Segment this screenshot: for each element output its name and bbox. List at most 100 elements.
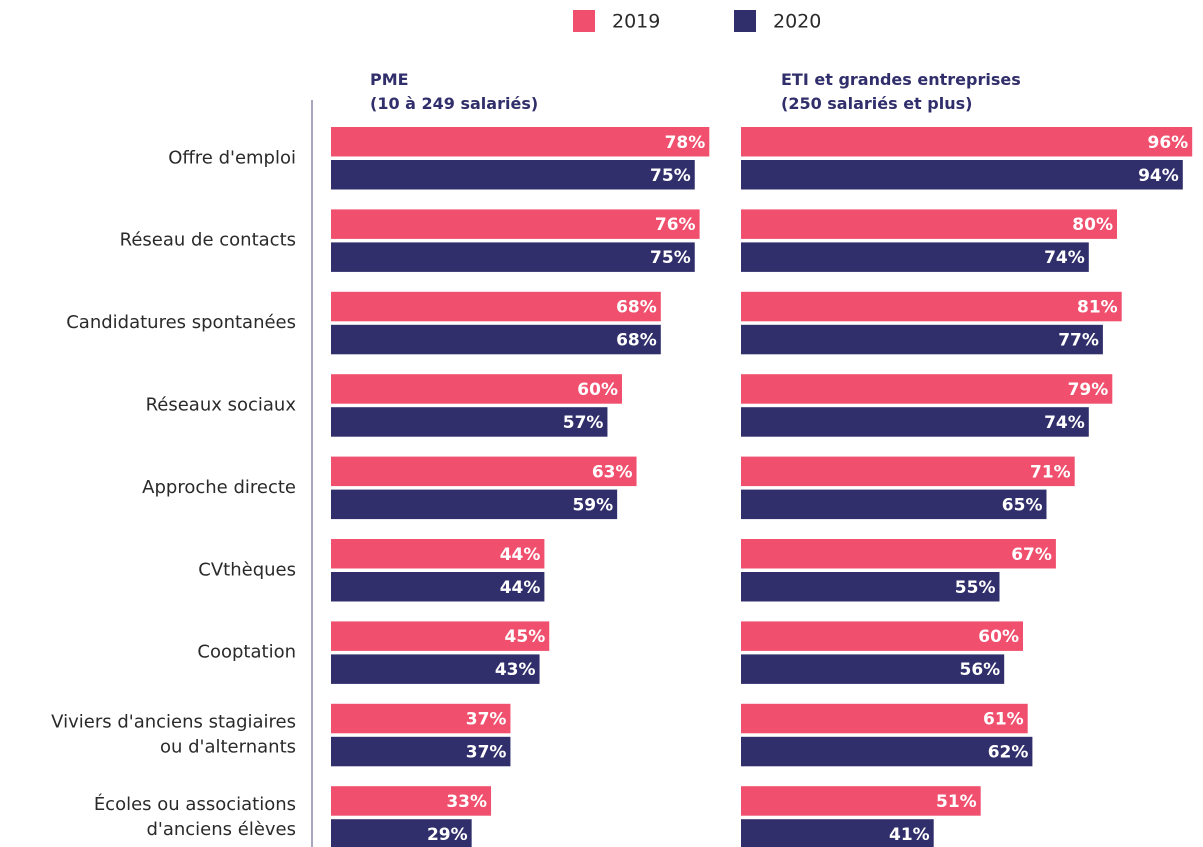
value-label: 68% [616,298,657,318]
bar [331,407,608,437]
text-line: ou d'alternants [160,737,296,758]
bar [331,703,511,734]
legend-swatch [573,10,595,32]
bar [331,572,545,602]
bar [741,127,1193,157]
text-line: Cooptation [197,642,296,663]
value-label: 75% [650,166,691,186]
category-label: CVthèques [198,559,296,580]
value-label: 51% [936,792,977,812]
value-label: 76% [655,215,696,235]
bar [331,786,492,816]
bar [331,621,550,651]
value-label: 29% [427,825,468,845]
value-label: 77% [1058,331,1099,351]
value-label: 61% [983,710,1024,730]
bar [741,654,1005,684]
value-label: 94% [1138,166,1179,186]
category-label: Approche directe [142,477,296,498]
bar [331,374,622,404]
panel-title: PME (10 à 249 salariés) [370,70,538,113]
text-line: (250 salariés et plus) [781,94,972,113]
value-label: 37% [466,710,507,730]
bar [331,489,618,520]
value-label: 33% [446,792,487,812]
text-line: (10 à 249 salariés) [370,94,538,113]
bar [331,291,661,322]
value-label: 60% [577,380,618,400]
value-label: 79% [1068,380,1109,400]
category-label: Offre d'emploi [168,147,296,168]
bar [741,160,1183,190]
text-line: Réseau de contacts [120,230,296,251]
value-label: 56% [959,660,1000,680]
value-label: 41% [889,825,930,845]
value-label: 63% [592,462,633,482]
category-label: Écoles ou associations d'anciens élèves [94,793,296,840]
bar [741,407,1089,437]
value-label: 57% [563,413,604,433]
bar [741,291,1122,322]
category-label: Réseaux sociaux [146,394,297,415]
text-line: Approche directe [142,477,296,498]
bar [741,539,1056,569]
value-label: 78% [665,133,706,153]
bar [331,456,637,487]
bar [331,242,695,272]
bar [741,736,1033,767]
bar [741,703,1028,734]
value-label: 59% [572,495,613,515]
bar [331,736,511,767]
text-line: Écoles ou associations [94,793,296,815]
value-label: 60% [978,627,1019,647]
value-label: 43% [495,660,536,680]
bar [741,242,1089,272]
bar [741,489,1047,520]
text-line: Offre d'emploi [168,147,296,168]
value-label: 55% [955,578,996,598]
category-label: Candidatures spontanées [66,312,296,333]
bar [741,456,1075,487]
bar [331,654,540,684]
value-label: 67% [1011,545,1052,565]
bar [741,786,981,816]
text-line: Candidatures spontanées [66,312,296,333]
bar [331,539,545,569]
value-label: 45% [505,627,546,647]
text-line: PME [370,70,409,89]
value-label: 74% [1044,413,1085,433]
value-label: 65% [1002,495,1043,515]
value-label: 37% [466,743,507,763]
value-label: 75% [650,248,691,268]
bar [741,209,1117,239]
panel-title: ETI et grandes entreprises (250 salariés … [781,70,1021,113]
category-label: Réseau de contacts [120,230,296,251]
legend-label: 2020 [773,11,821,33]
category-label: Cooptation [197,642,296,663]
value-label: 80% [1072,215,1113,235]
bar [741,819,934,847]
bar [331,160,695,190]
value-label: 44% [500,545,541,565]
value-label: 74% [1044,248,1085,268]
legend-label: 2019 [612,11,660,33]
value-label: 68% [616,331,657,351]
bar [331,324,661,355]
text-line: Viviers d'anciens stagiaires [51,712,296,733]
text-line: ETI et grandes entreprises [781,70,1021,89]
bar [331,209,700,239]
value-label: 62% [988,743,1029,763]
legend-swatch [734,10,756,32]
category-label: Viviers d'anciens stagiaires ou d'alterna… [51,712,296,758]
value-label: 81% [1077,298,1118,318]
bar [741,374,1113,404]
bar [331,819,472,847]
value-label: 44% [500,578,541,598]
bar [741,324,1103,355]
bar [741,572,1000,602]
text-line: CVthèques [198,559,296,580]
text-line: Réseaux sociaux [146,394,297,415]
value-label: 71% [1030,462,1071,482]
bar [331,127,710,157]
